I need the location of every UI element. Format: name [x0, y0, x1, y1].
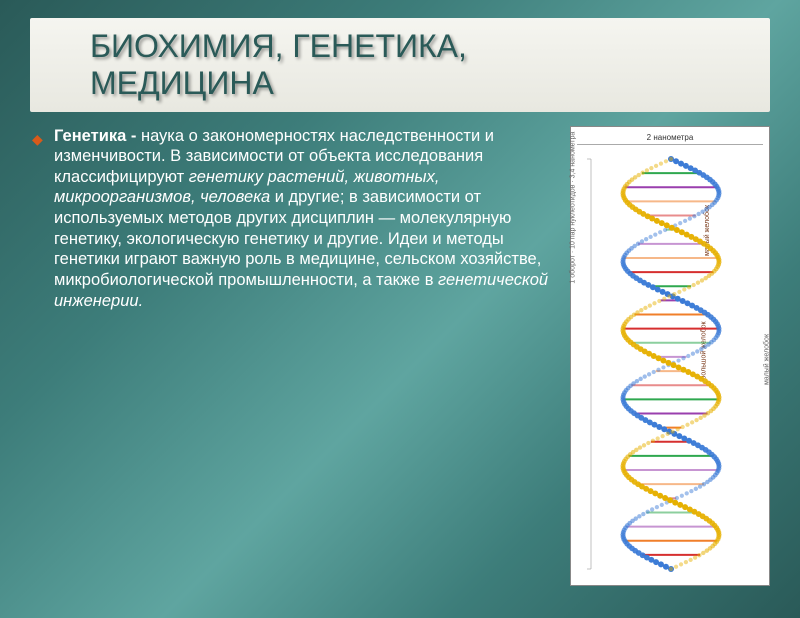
title-line-1: БИОХИМИЯ, ГЕНЕТИКА,: [90, 28, 467, 64]
dna-helix-svg: [577, 149, 765, 579]
title-line-2: МЕДИЦИНА: [90, 65, 274, 101]
dna-top-caption: 2 нанометра: [577, 133, 763, 145]
bullet-item: ◆ Генетика - наука о закономерностях нас…: [54, 126, 556, 312]
body-paragraph: Генетика - наука о закономерностях насле…: [54, 126, 556, 312]
image-column: 2 нанометра 1 оборот · 10 пар нуклеотидо…: [570, 126, 770, 586]
slide-title: БИОХИМИЯ, ГЕНЕТИКА, МЕДИЦИНА: [90, 28, 750, 102]
lead-term: Генетика -: [54, 127, 141, 145]
dna-left-caption: 1 оборот · 10 пар нуклеотидов · 3,4 нано…: [570, 131, 577, 283]
slide-header: БИОХИМИЯ, ГЕНЕТИКА, МЕДИЦИНА: [30, 18, 770, 112]
dna-figure: 2 нанометра 1 оборот · 10 пар нуклеотидо…: [570, 126, 770, 586]
slide-content: ◆ Генетика - наука о закономерностях нас…: [54, 126, 770, 586]
diamond-bullet-icon: ◆: [32, 131, 43, 148]
text-column: ◆ Генетика - наука о закономерностях нас…: [54, 126, 556, 586]
dna-canvas: [577, 149, 763, 579]
